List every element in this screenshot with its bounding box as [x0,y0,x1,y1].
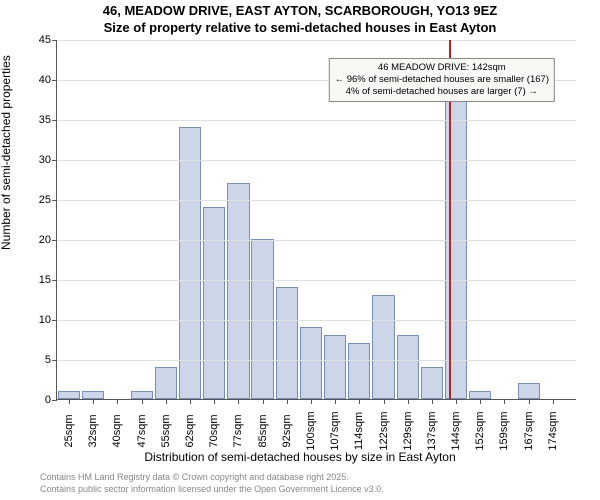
gridline [57,40,576,41]
histogram-bar [155,367,177,399]
x-tick-label: 137sqm [426,411,438,450]
histogram-bar [251,239,273,399]
x-tick-label: 55sqm [160,414,172,447]
x-tick [456,399,457,404]
attribution-line-1: Contains HM Land Registry data © Crown c… [40,472,349,482]
x-tick-label: 70sqm [208,414,220,447]
x-tick-label: 122sqm [378,411,390,450]
gridline [57,240,576,241]
x-tick [529,399,530,404]
annotation-box: 46 MEADOW DRIVE: 142sqm← 96% of semi-det… [329,58,555,102]
histogram-bar [518,383,540,399]
y-axis-label: Number of semi-detached properties [0,55,13,250]
y-tick [52,120,57,121]
x-tick-label: 129sqm [402,411,414,450]
gridline [57,360,576,361]
y-tick-label: 0 [45,394,51,406]
chart-title-sub: Size of property relative to semi-detach… [0,20,600,35]
histogram-bar [82,391,104,399]
x-tick-label: 159sqm [498,411,510,450]
gridline [57,160,576,161]
x-tick [214,399,215,404]
gridline [57,320,576,321]
x-tick [69,399,70,404]
x-tick [93,399,94,404]
x-tick [480,399,481,404]
histogram-bar [469,391,491,399]
gridline [57,280,576,281]
x-tick [263,399,264,404]
histogram-bar [131,391,153,399]
y-tick [52,200,57,201]
x-tick [408,399,409,404]
histogram-bar [58,391,80,399]
y-tick [52,280,57,281]
annotation-line-2: 4% of semi-detached houses are larger (7… [335,86,549,98]
histogram-bar [203,207,225,399]
histogram-chart: 46, MEADOW DRIVE, EAST AYTON, SCARBOROUG… [0,0,600,500]
x-axis-label: Distribution of semi-detached houses by … [0,450,600,464]
x-tick [432,399,433,404]
plot-area: 05101520253035404525sqm32sqm40sqm47sqm55… [56,40,576,400]
y-tick [52,240,57,241]
x-tick [384,399,385,404]
y-tick-label: 20 [39,234,51,246]
x-tick [287,399,288,404]
annotation-title: 46 MEADOW DRIVE: 142sqm [335,62,549,74]
x-tick [311,399,312,404]
y-tick-label: 35 [39,114,51,126]
annotation-line-1: ← 96% of semi-detached houses are smalle… [335,74,549,86]
x-tick [142,399,143,404]
gridline [57,200,576,201]
y-tick [52,320,57,321]
y-tick [52,400,57,401]
x-tick-label: 85sqm [257,414,269,447]
y-tick [52,80,57,81]
histogram-bar [372,295,394,399]
x-tick-label: 174sqm [547,411,559,450]
x-tick [190,399,191,404]
y-tick-label: 5 [45,354,51,366]
x-tick [504,399,505,404]
x-tick-label: 62sqm [184,414,196,447]
histogram-bar [276,287,298,399]
chart-title-main: 46, MEADOW DRIVE, EAST AYTON, SCARBOROUG… [0,4,600,19]
histogram-bar [227,183,249,399]
histogram-bar [300,327,322,399]
histogram-bar [179,127,201,399]
x-tick [335,399,336,404]
y-tick-label: 40 [39,74,51,86]
histogram-bar [397,335,419,399]
x-tick-label: 47sqm [136,414,148,447]
x-tick-label: 152sqm [474,411,486,450]
x-tick-label: 167sqm [523,411,535,450]
y-tick-label: 10 [39,314,51,326]
y-tick-label: 25 [39,194,51,206]
y-tick-label: 15 [39,274,51,286]
histogram-bar [324,335,346,399]
x-tick [553,399,554,404]
y-tick-label: 45 [39,34,51,46]
x-tick-label: 107sqm [329,411,341,450]
attribution-line-2: Contains public sector information licen… [40,484,384,494]
x-tick [117,399,118,404]
x-tick-label: 144sqm [450,411,462,450]
x-tick-label: 32sqm [87,414,99,447]
histogram-bar [421,367,443,399]
gridline [57,120,576,121]
y-tick [52,40,57,41]
x-tick-label: 100sqm [305,411,317,450]
y-tick [52,160,57,161]
x-tick-label: 25sqm [63,414,75,447]
x-tick-label: 77sqm [232,414,244,447]
x-tick-label: 114sqm [353,412,365,450]
x-tick [166,399,167,404]
x-tick-label: 92sqm [281,414,293,447]
x-tick-label: 40sqm [111,414,123,447]
x-tick [359,399,360,404]
x-tick [238,399,239,404]
y-tick-label: 30 [39,154,51,166]
y-tick [52,360,57,361]
histogram-bar [348,343,370,399]
